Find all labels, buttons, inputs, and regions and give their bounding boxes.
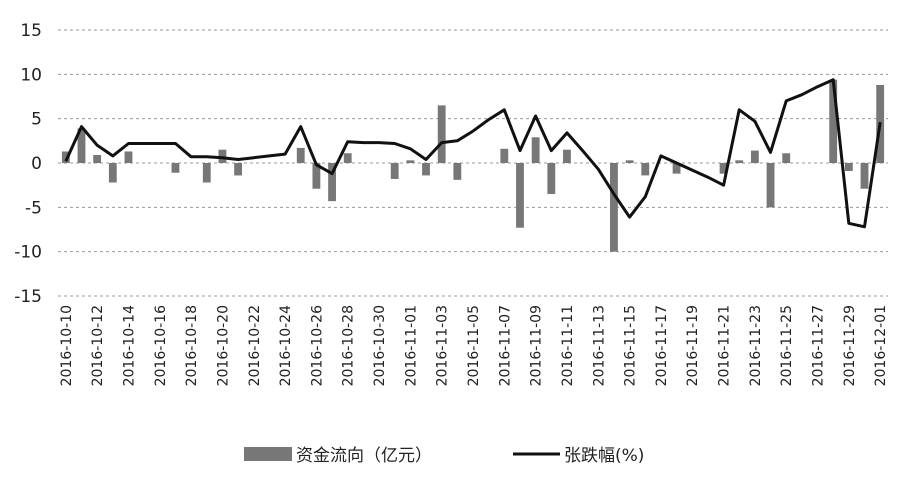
bar bbox=[563, 149, 571, 163]
x-axis: 2016-10-10 2016-10-12 2016-10-14 2016-10-16… bbox=[59, 305, 889, 386]
x-tick-label: 2016-11-19 bbox=[685, 305, 701, 386]
bar bbox=[453, 163, 462, 180]
x-tick-label: 2016-10-30 bbox=[372, 305, 388, 386]
x-tick-label: 2016-11-25 bbox=[779, 305, 795, 386]
bar bbox=[171, 163, 180, 173]
x-tick-label: 2016-10-18 bbox=[184, 305, 200, 386]
x-tick-label: 2016-10-26 bbox=[309, 305, 325, 386]
x-tick-label: 2016-10-28 bbox=[341, 305, 357, 386]
bar bbox=[641, 163, 650, 176]
bar bbox=[735, 160, 744, 163]
x-tick-label: 2016-12-01 bbox=[873, 305, 889, 386]
bar bbox=[61, 151, 70, 163]
y-tick-label: -10 bbox=[14, 243, 42, 263]
x-tick-label: 2016-11-01 bbox=[403, 305, 419, 386]
y-tick-label: -15 bbox=[14, 287, 42, 307]
x-tick-label: 2016-10-24 bbox=[278, 305, 294, 386]
gridlines bbox=[58, 29, 888, 297]
x-tick-label: 2016-10-10 bbox=[59, 305, 75, 386]
x-tick-label: 2016-11-09 bbox=[529, 305, 545, 386]
x-tick-label: 2016-10-14 bbox=[121, 305, 137, 386]
bar bbox=[202, 163, 211, 183]
x-tick-label: 2016-11-23 bbox=[748, 305, 764, 386]
x-tick-label: 2016-11-07 bbox=[497, 305, 513, 386]
bar bbox=[547, 163, 556, 195]
bar bbox=[437, 105, 446, 163]
bar bbox=[422, 163, 430, 176]
y-tick-label: 15 bbox=[20, 21, 42, 41]
line-series bbox=[64, 78, 882, 229]
bar bbox=[531, 137, 540, 163]
x-tick-label: 2016-11-05 bbox=[466, 305, 482, 386]
bar bbox=[406, 160, 415, 163]
bar bbox=[844, 163, 853, 171]
y-tick-label: -5 bbox=[25, 198, 42, 218]
x-tick-label: 2016-11-13 bbox=[591, 305, 607, 386]
x-tick-label: 2016-11-29 bbox=[842, 305, 858, 386]
bar bbox=[108, 163, 117, 183]
bar bbox=[296, 147, 305, 163]
bar bbox=[500, 148, 509, 163]
legend-bar-label: 资金流向（亿元） bbox=[296, 446, 432, 466]
bar bbox=[610, 163, 618, 252]
legend-bar-swatch bbox=[244, 447, 292, 461]
bar bbox=[77, 128, 86, 163]
bar bbox=[328, 163, 336, 202]
bar bbox=[234, 163, 243, 176]
y-axis: 15 10 5 0 -5 -10 -15 bbox=[14, 21, 42, 307]
x-tick-label: 2016-11-11 bbox=[560, 305, 576, 386]
x-tick-label: 2016-11-03 bbox=[435, 305, 451, 386]
bar bbox=[625, 160, 634, 163]
line-path bbox=[64, 78, 882, 229]
bar bbox=[343, 153, 352, 163]
bar bbox=[719, 163, 728, 174]
y-tick-label: 0 bbox=[31, 154, 42, 174]
y-tick-label: 5 bbox=[31, 110, 42, 130]
x-tick-label: 2016-11-17 bbox=[654, 305, 670, 386]
bar bbox=[750, 150, 759, 163]
x-tick-label: 2016-10-12 bbox=[90, 305, 106, 386]
x-tick-label: 2016-10-22 bbox=[247, 305, 263, 386]
bar bbox=[782, 153, 791, 163]
bar bbox=[312, 163, 321, 189]
x-tick-label: 2016-11-21 bbox=[717, 305, 733, 386]
bar bbox=[93, 155, 102, 163]
x-tick-label: 2016-11-15 bbox=[623, 305, 639, 386]
bar-series bbox=[61, 79, 885, 252]
x-tick-label: 2016-10-20 bbox=[215, 305, 231, 386]
bar bbox=[860, 163, 869, 189]
bar bbox=[516, 163, 524, 228]
x-tick-label: 2016-11-27 bbox=[811, 305, 827, 386]
legend: 资金流向（亿元） 张跌幅(%) bbox=[244, 446, 644, 466]
x-tick-label: 2016-10-16 bbox=[153, 305, 169, 386]
y-tick-label: 10 bbox=[20, 65, 42, 85]
bar bbox=[390, 163, 399, 179]
bar bbox=[829, 79, 838, 163]
legend-line-label: 张跌幅(%) bbox=[564, 446, 644, 466]
bar bbox=[124, 151, 133, 163]
bar bbox=[672, 163, 681, 174]
bar bbox=[766, 163, 775, 208]
